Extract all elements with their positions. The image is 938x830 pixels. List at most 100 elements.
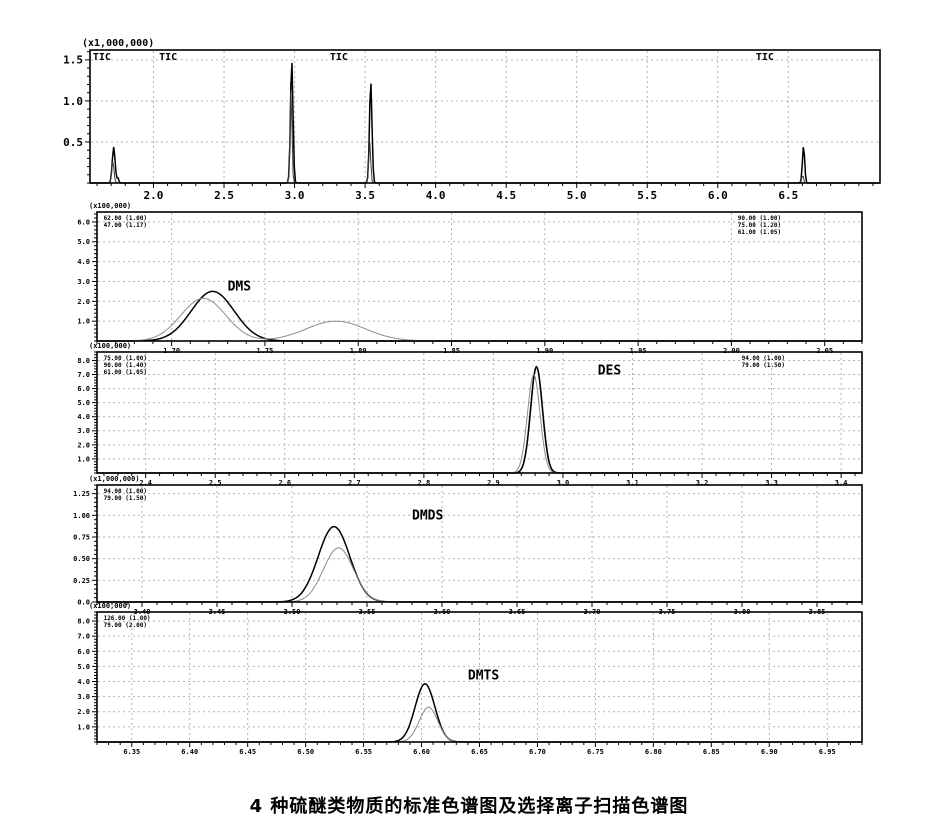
svg-text:(x100,000): (x100,000) bbox=[89, 202, 131, 210]
svg-text:8.0: 8.0 bbox=[77, 618, 90, 626]
dmds-chromatogram-panel: 3.40 3.45 3.50 3.55 3.60 3.65 3.70 3.75 3.80 3.85… bbox=[55, 471, 875, 617]
svg-text:0.25: 0.25 bbox=[73, 577, 90, 585]
svg-text:1.85: 1.85 bbox=[443, 347, 460, 355]
svg-text:6.0: 6.0 bbox=[77, 648, 90, 656]
svg-text:7.0: 7.0 bbox=[77, 633, 90, 641]
svg-text:1.90: 1.90 bbox=[536, 347, 553, 355]
svg-text:6.40: 6.40 bbox=[181, 748, 198, 756]
svg-text:1.25: 1.25 bbox=[73, 490, 90, 498]
svg-text:6.0: 6.0 bbox=[77, 218, 90, 226]
svg-text:6.45: 6.45 bbox=[239, 748, 256, 756]
svg-text:0.0: 0.0 bbox=[77, 598, 90, 606]
svg-text:94.00 (1.00): 94.00 (1.00) bbox=[742, 355, 785, 362]
svg-text:1.0: 1.0 bbox=[77, 455, 90, 463]
svg-text:3.4: 3.4 bbox=[835, 479, 848, 487]
svg-text:6.80: 6.80 bbox=[645, 748, 662, 756]
svg-text:5.0: 5.0 bbox=[77, 663, 90, 671]
svg-text:1.80: 1.80 bbox=[350, 347, 367, 355]
svg-text:3.0: 3.0 bbox=[557, 479, 570, 487]
svg-text:3.2: 3.2 bbox=[696, 479, 709, 487]
svg-text:TIC: TIC bbox=[756, 52, 774, 63]
svg-text:61.00 (1.05): 61.00 (1.05) bbox=[738, 229, 781, 236]
svg-text:6.35: 6.35 bbox=[123, 748, 140, 756]
svg-text:2.0: 2.0 bbox=[77, 441, 90, 449]
svg-text:DES: DES bbox=[598, 364, 622, 379]
svg-text:6.50: 6.50 bbox=[297, 748, 314, 756]
svg-text:TIC: TIC bbox=[93, 52, 111, 63]
svg-text:3.1: 3.1 bbox=[626, 479, 639, 487]
svg-text:DMDS: DMDS bbox=[412, 509, 443, 524]
svg-text:1.75: 1.75 bbox=[256, 347, 273, 355]
dms-chromatogram-panel: 1.70 1.75 1.80 1.85 1.90 1.95 2.00 2.05 1.0 2.0 3.… bbox=[55, 198, 875, 356]
svg-text:DMTS: DMTS bbox=[468, 668, 499, 683]
svg-text:6.55: 6.55 bbox=[355, 748, 372, 756]
svg-text:6.70: 6.70 bbox=[529, 748, 546, 756]
svg-text:79.00 (1.50): 79.00 (1.50) bbox=[104, 495, 147, 502]
svg-text:4.0: 4.0 bbox=[77, 413, 90, 421]
svg-text:90.00 (1.00): 90.00 (1.00) bbox=[738, 215, 781, 222]
svg-text:6.90: 6.90 bbox=[761, 748, 778, 756]
svg-text:2.7: 2.7 bbox=[348, 479, 361, 487]
svg-text:(x1,000,000): (x1,000,000) bbox=[89, 475, 140, 483]
svg-text:7.0: 7.0 bbox=[77, 371, 90, 379]
svg-text:0.5: 0.5 bbox=[63, 136, 83, 149]
svg-text:0.50: 0.50 bbox=[73, 555, 90, 563]
svg-text:126.00 (1.00): 126.00 (1.00) bbox=[104, 615, 151, 622]
svg-text:2.9: 2.9 bbox=[487, 479, 500, 487]
svg-text:3.3: 3.3 bbox=[765, 479, 778, 487]
figure-caption: 4 种硫醚类物质的标准色谱图及选择离子扫描色谱图 bbox=[249, 796, 689, 817]
svg-text:2.0: 2.0 bbox=[77, 708, 90, 716]
svg-text:DMS: DMS bbox=[228, 279, 252, 294]
svg-text:2.05: 2.05 bbox=[816, 347, 833, 355]
svg-text:3.5: 3.5 bbox=[355, 189, 375, 202]
svg-text:47.00 (1.17): 47.00 (1.17) bbox=[104, 222, 147, 229]
tic-chromatogram-panel: 2.0 2.5 3.0 3.5 4.0 4.5 5.0 5.5 6.0 6.5 0.5 1.0 1.5 (… bbox=[48, 26, 898, 202]
svg-text:5.0: 5.0 bbox=[77, 238, 90, 246]
svg-text:5.0: 5.0 bbox=[567, 189, 587, 202]
svg-text:4.0: 4.0 bbox=[426, 189, 446, 202]
svg-text:61.00 (1.05): 61.00 (1.05) bbox=[104, 369, 147, 376]
svg-text:6.85: 6.85 bbox=[703, 748, 720, 756]
svg-text:4.0: 4.0 bbox=[77, 258, 90, 266]
dmts-chromatogram-panel: 6.35 6.40 6.45 6.50 6.55 6.60 6.65 6.70 6.75 6.80… bbox=[55, 598, 875, 757]
svg-text:3.0: 3.0 bbox=[285, 189, 305, 202]
svg-text:2.0: 2.0 bbox=[144, 189, 164, 202]
svg-text:75.00 (1.00): 75.00 (1.00) bbox=[104, 355, 147, 362]
svg-text:2.5: 2.5 bbox=[214, 189, 234, 202]
svg-text:1.0: 1.0 bbox=[77, 723, 90, 731]
svg-text:6.75: 6.75 bbox=[587, 748, 604, 756]
des-chromatogram-panel: 2.4 2.5 2.6 2.7 2.8 2.9 3.0 3.1 3.2 3.3 3.4 1.0 2.0 3… bbox=[55, 338, 875, 488]
svg-text:TIC: TIC bbox=[330, 52, 348, 63]
svg-text:3.0: 3.0 bbox=[77, 278, 90, 286]
svg-text:5.5: 5.5 bbox=[637, 189, 657, 202]
svg-text:6.5: 6.5 bbox=[778, 189, 798, 202]
svg-text:2.0: 2.0 bbox=[77, 298, 90, 306]
svg-text:79.00 (1.50): 79.00 (1.50) bbox=[742, 362, 785, 369]
svg-text:6.65: 6.65 bbox=[471, 748, 488, 756]
svg-text:90.00 (1.40): 90.00 (1.40) bbox=[104, 362, 147, 369]
svg-text:1.00: 1.00 bbox=[73, 512, 90, 520]
svg-text:3.0: 3.0 bbox=[77, 427, 90, 435]
svg-text:(x100,000): (x100,000) bbox=[89, 342, 131, 350]
svg-text:6.60: 6.60 bbox=[413, 748, 430, 756]
svg-text:TIC: TIC bbox=[159, 52, 177, 63]
svg-text:4.0: 4.0 bbox=[77, 678, 90, 686]
svg-text:5.0: 5.0 bbox=[77, 399, 90, 407]
svg-text:6.0: 6.0 bbox=[77, 385, 90, 393]
svg-text:1.70: 1.70 bbox=[163, 347, 180, 355]
svg-text:1.0: 1.0 bbox=[77, 318, 90, 326]
svg-text:2.00: 2.00 bbox=[723, 347, 740, 355]
svg-text:94.00 (1.00): 94.00 (1.00) bbox=[104, 488, 147, 495]
svg-text:2.6: 2.6 bbox=[278, 479, 291, 487]
svg-text:6.0: 6.0 bbox=[708, 189, 728, 202]
svg-text:(x100,000): (x100,000) bbox=[89, 602, 131, 610]
svg-text:8.0: 8.0 bbox=[77, 357, 90, 365]
svg-text:4.5: 4.5 bbox=[496, 189, 516, 202]
svg-text:62.00 (1.00): 62.00 (1.00) bbox=[104, 215, 147, 222]
svg-text:1.5: 1.5 bbox=[63, 54, 83, 67]
svg-text:2.5: 2.5 bbox=[209, 479, 222, 487]
svg-text:75.00 (1.20): 75.00 (1.20) bbox=[738, 222, 781, 229]
svg-text:79.00 (2.00): 79.00 (2.00) bbox=[104, 622, 147, 629]
svg-text:2.8: 2.8 bbox=[418, 479, 431, 487]
svg-text:6.95: 6.95 bbox=[819, 748, 836, 756]
